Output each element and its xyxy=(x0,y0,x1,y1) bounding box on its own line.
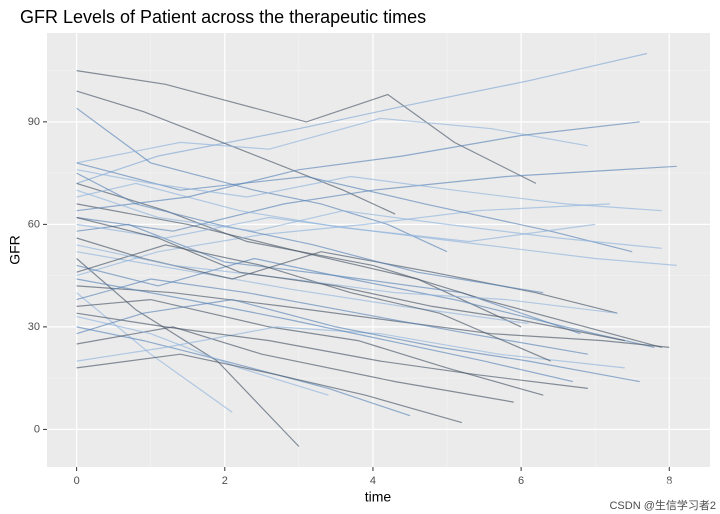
series-line xyxy=(76,189,662,249)
series-line xyxy=(76,107,448,253)
y-tick-label: 0 xyxy=(34,423,40,435)
watermark: CSDN @生信学习者2 xyxy=(609,498,716,512)
series-line xyxy=(76,169,662,212)
series-line xyxy=(76,292,233,413)
series-line xyxy=(76,244,551,362)
series-line xyxy=(76,182,662,348)
series-line xyxy=(76,244,618,314)
series-line xyxy=(76,165,677,232)
series-line xyxy=(76,117,588,164)
series-line xyxy=(76,52,648,184)
panel-background xyxy=(47,33,710,467)
x-tick-label: 2 xyxy=(222,475,228,487)
chart-title: GFR Levels of Patient across the therape… xyxy=(20,7,426,27)
x-tick-label: 6 xyxy=(518,475,524,487)
series-line xyxy=(76,251,529,325)
series-line xyxy=(76,326,514,403)
series-line xyxy=(76,326,625,369)
y-tick-label: 30 xyxy=(28,321,40,333)
series-line xyxy=(76,70,537,184)
series-line xyxy=(76,257,655,348)
series-line xyxy=(76,223,581,335)
series-line xyxy=(76,216,677,266)
series-line xyxy=(76,182,596,243)
series-line xyxy=(76,203,611,277)
x-axis-title: time xyxy=(365,489,392,505)
series-line xyxy=(76,298,640,383)
series-group xyxy=(76,52,677,447)
series-line xyxy=(76,312,588,389)
series-line xyxy=(76,353,462,424)
y-tick-label: 60 xyxy=(28,218,40,230)
y-axis-title: GFR xyxy=(7,235,23,265)
series-line xyxy=(76,172,544,294)
series-line xyxy=(76,203,522,328)
series-line xyxy=(76,278,588,355)
series-line xyxy=(76,316,329,396)
series-line xyxy=(76,278,574,383)
series-line xyxy=(76,285,670,348)
y-tick-label: 90 xyxy=(28,116,40,128)
watermark: 知乎 @生信学习者 xyxy=(614,478,705,492)
x-tick-label: 8 xyxy=(666,475,672,487)
series-line xyxy=(76,216,625,342)
x-tick-label: 0 xyxy=(74,475,80,487)
series-line xyxy=(76,121,640,212)
x-tick-label: 4 xyxy=(370,475,376,487)
series-line xyxy=(76,90,396,215)
